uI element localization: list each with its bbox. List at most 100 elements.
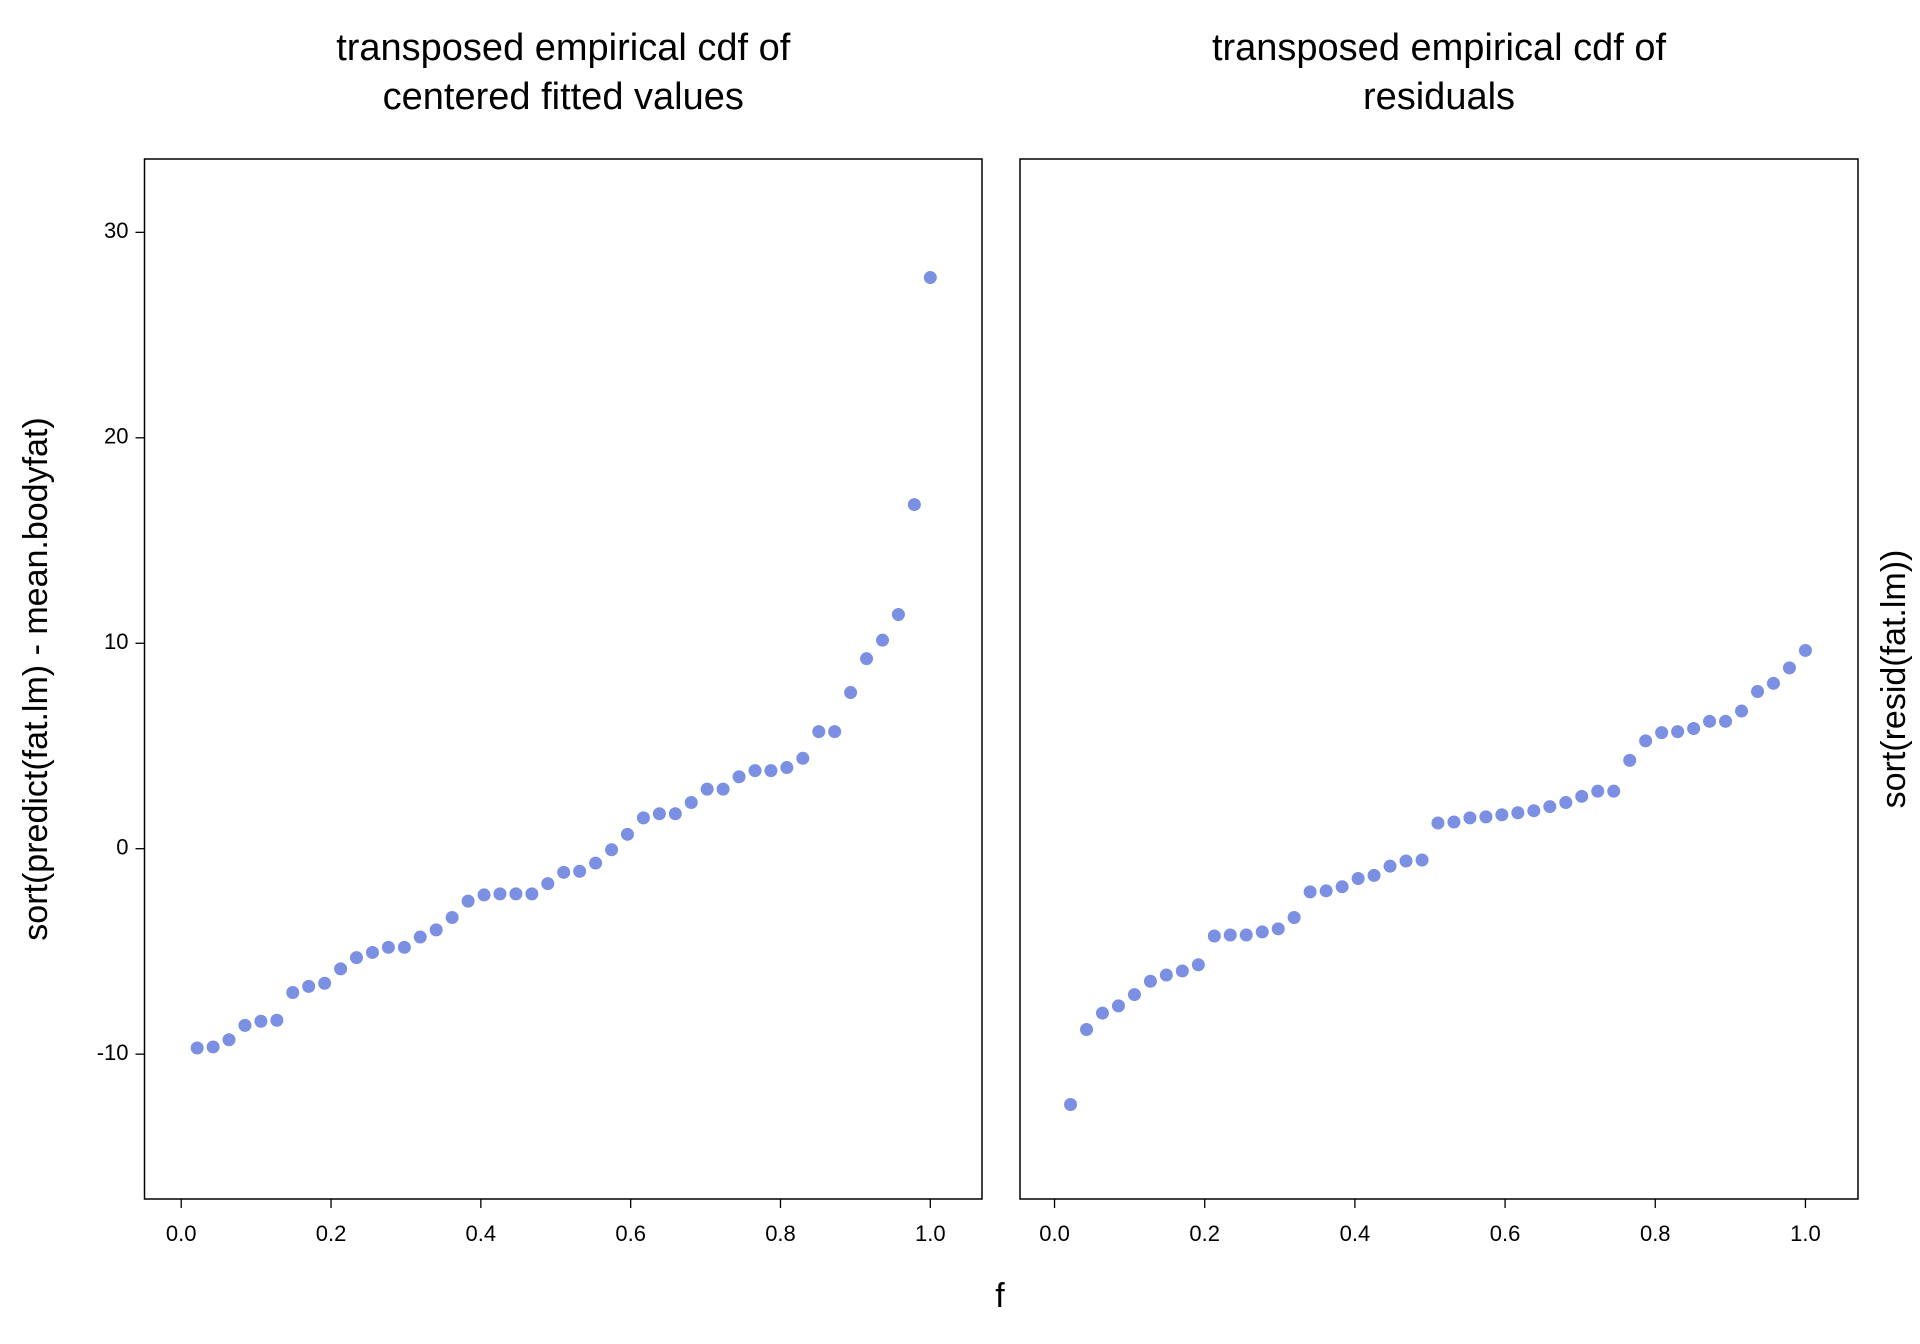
point [1335,880,1349,894]
point [732,770,746,784]
point [190,1041,204,1055]
point [796,751,810,765]
point [1175,964,1189,978]
point [254,1014,268,1028]
point [1239,928,1253,942]
point [1191,958,1205,972]
point [1591,784,1605,798]
point [477,888,491,902]
point [1607,784,1621,798]
panel-title: centered fitted values [383,76,744,118]
y-tick-label: 30 [104,218,128,243]
y-tick-label: 20 [104,424,128,449]
point [1319,884,1333,898]
point [1782,661,1796,675]
point [620,827,634,841]
point [238,1018,252,1032]
plot-frame [1019,158,1859,1200]
x-tick-label: 0.4 [466,1221,497,1246]
point [684,795,698,809]
point [1511,806,1525,820]
point [1559,795,1573,809]
point [573,864,587,878]
x-tick-label: 1.0 [1790,1221,1821,1246]
point [381,940,395,954]
point [748,764,762,778]
point [1064,1097,1078,1111]
point [334,962,348,976]
y-tick-label: 0 [116,835,128,860]
point [1223,928,1237,942]
point [891,607,905,621]
point [270,1013,284,1027]
point [1575,789,1589,803]
point [1655,726,1669,740]
point [493,887,507,901]
point [1095,1006,1109,1020]
point [525,887,539,901]
point [860,652,874,666]
point [1479,810,1493,824]
point [206,1040,220,1054]
point [876,633,890,647]
point [1447,815,1461,829]
x-tick-label: 0.0 [1039,1221,1070,1246]
point [1383,859,1397,873]
point [1431,816,1445,830]
point [1415,853,1429,867]
point [1639,734,1653,748]
plot-frame [143,158,983,1200]
point [716,782,730,796]
point [652,807,666,821]
point [1159,968,1173,982]
point [1671,725,1685,739]
x-tick-label: 0.4 [1340,1221,1371,1246]
x-tick-label: 0.6 [1490,1221,1521,1246]
point [1623,753,1637,767]
point [1495,808,1509,822]
point [397,940,411,954]
point [429,923,443,937]
point [1719,714,1733,728]
point [1143,974,1157,988]
point [780,761,794,775]
point [1271,922,1285,936]
x-tick-label: 0.0 [166,1221,197,1246]
panel-title: transposed empirical cdf of [1212,27,1667,69]
panel-title: transposed empirical cdf of [336,27,791,69]
point [589,856,603,870]
point [286,986,300,1000]
point [445,911,459,925]
point [668,807,682,821]
point [700,782,714,796]
point [461,894,475,908]
point [1080,1023,1094,1037]
point [923,271,937,285]
point [1287,911,1301,925]
point [1127,988,1141,1002]
point [541,877,555,891]
point [1543,800,1557,814]
point [557,865,571,879]
point [812,725,826,739]
y-axis-label: sort(predict(fat.lm) - mean.bodyfat) [17,417,55,940]
point [1303,885,1317,899]
point [302,979,316,993]
point [1527,804,1541,818]
y-tick-label: -10 [97,1040,129,1065]
point [1703,714,1717,728]
point [1687,722,1701,736]
point [509,887,523,901]
x-axis-label: f [995,1277,1005,1315]
point [605,843,619,857]
point [1255,925,1269,939]
y-tick-label: 10 [104,629,128,654]
point [828,725,842,739]
point [318,976,332,990]
x-tick-label: 0.6 [615,1221,646,1246]
point [349,951,363,965]
point [844,686,858,700]
point [365,945,379,959]
